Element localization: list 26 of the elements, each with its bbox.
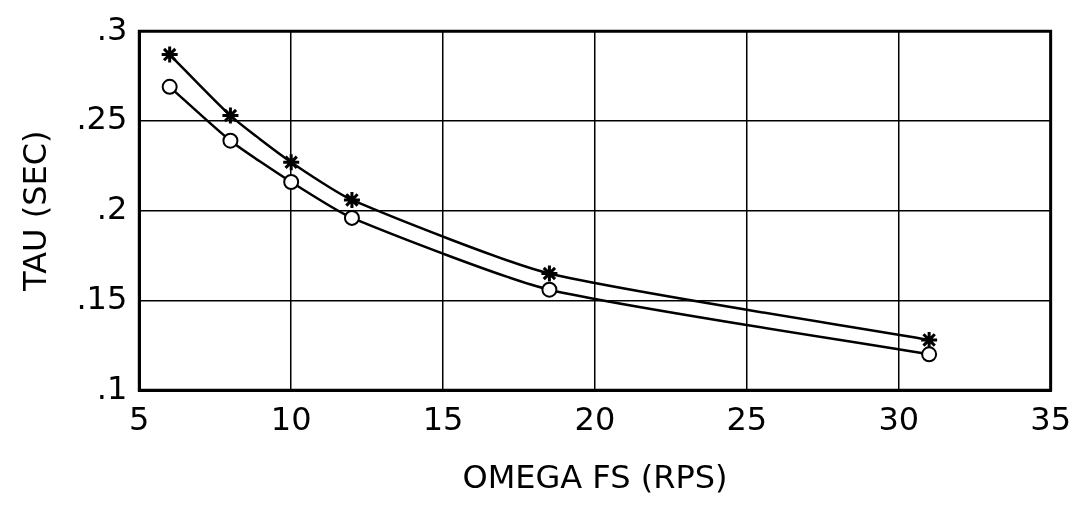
y-axis-title: TAU (SEC) — [15, 130, 54, 292]
point — [541, 281, 558, 298]
y-tick-label: .3 — [96, 9, 128, 48]
y-tick-label: .1 — [96, 368, 128, 407]
point — [161, 78, 178, 95]
point — [222, 132, 239, 149]
point — [160, 45, 180, 65]
point — [283, 173, 300, 190]
y-tick-label: .15 — [76, 278, 128, 317]
point — [220, 106, 240, 126]
x-tick-label: 35 — [1030, 399, 1071, 438]
x-tick-label: 30 — [878, 399, 920, 438]
x-tick-label: 25 — [726, 399, 768, 438]
point — [281, 152, 301, 172]
x-axis-title: OMEGA FS (RPS) — [462, 458, 728, 497]
point — [342, 190, 362, 210]
y-tick-label: .25 — [76, 99, 128, 138]
point — [343, 209, 360, 226]
x-tick-label: 20 — [574, 399, 616, 438]
x-tick-label: 5 — [129, 399, 150, 438]
x-tick-label: 10 — [270, 399, 312, 438]
point — [539, 264, 559, 284]
y-tick-label: .2 — [96, 189, 128, 228]
point — [919, 330, 939, 350]
point — [921, 346, 938, 363]
x-tick-label: 15 — [422, 399, 464, 438]
